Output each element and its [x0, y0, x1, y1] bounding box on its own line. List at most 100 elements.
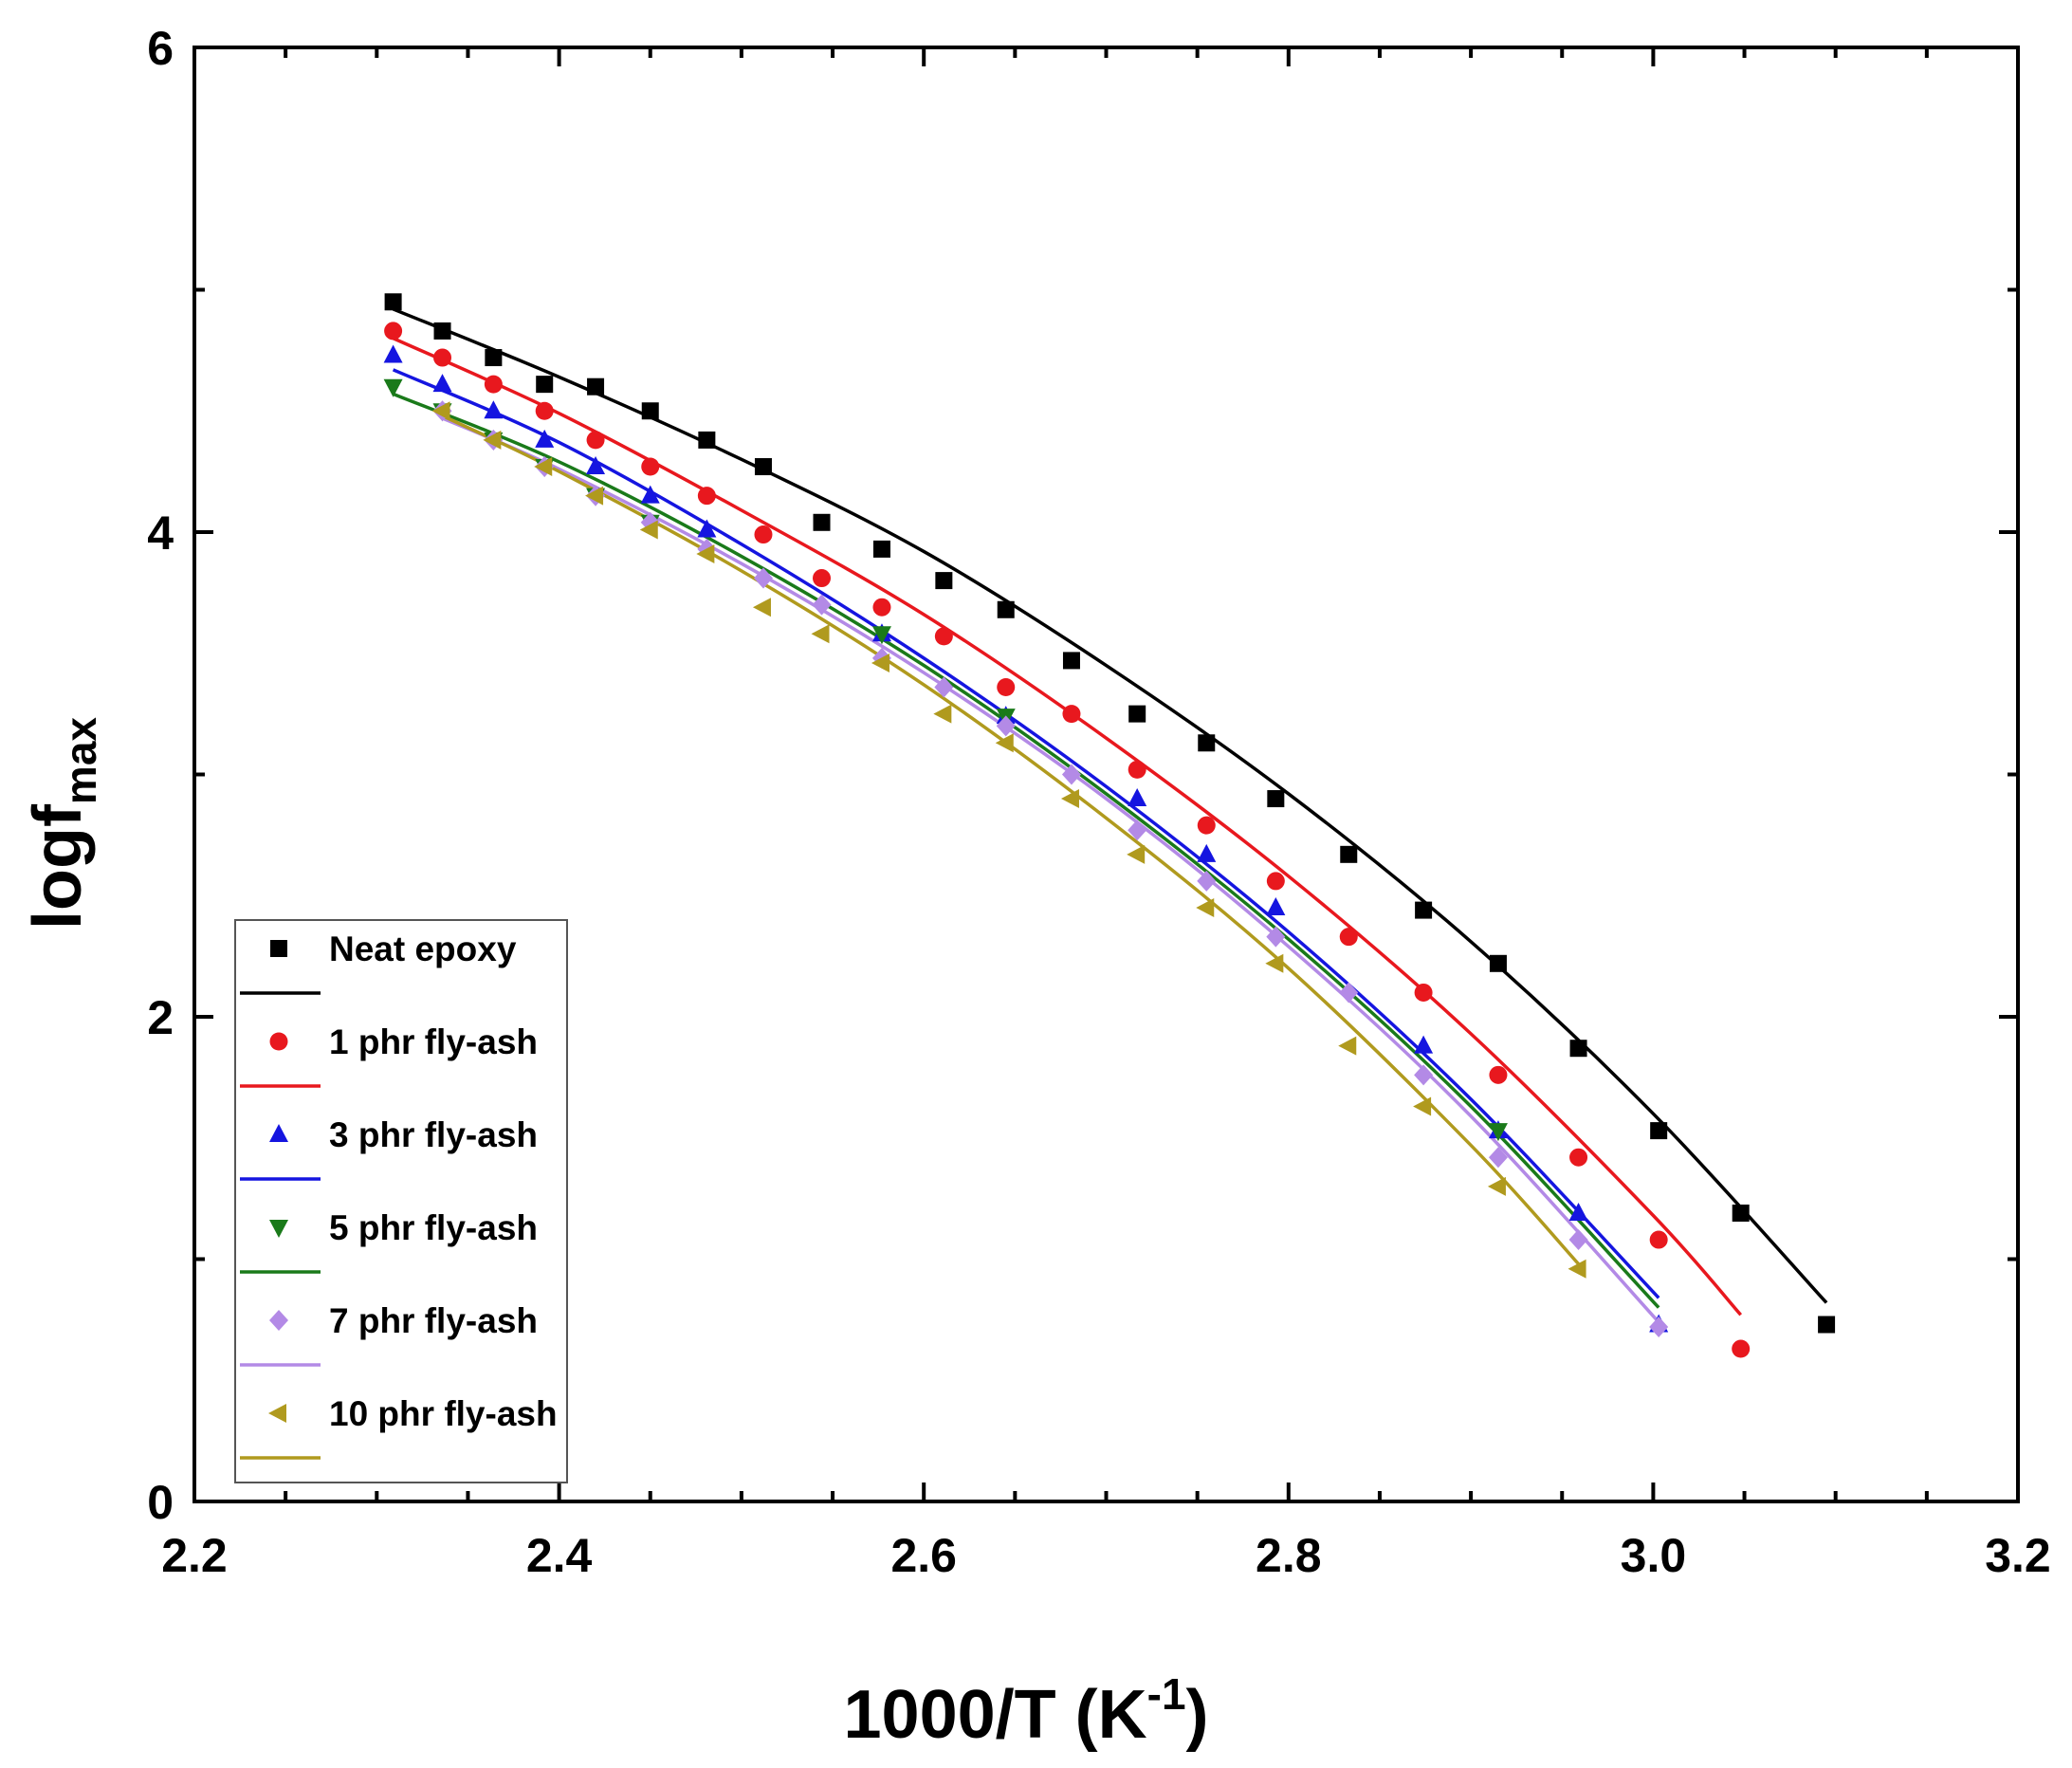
data-point-s5	[1196, 898, 1215, 918]
x-axis-title-close: )	[1186, 1677, 1209, 1753]
data-point-s2	[1414, 1035, 1434, 1054]
data-point-s2	[432, 374, 452, 393]
data-point-s4	[1414, 1064, 1434, 1086]
x-axis-title-main: 1000/T (K	[843, 1677, 1146, 1753]
data-point-s1	[1414, 983, 1433, 1002]
fit-line-3	[392, 392, 1660, 1309]
x-axis-ticks: 2.2 2.4 2.6 2.8 3.0 3.2	[161, 47, 2051, 1582]
data-point-s5	[431, 401, 450, 421]
data-point-s2	[1568, 1202, 1588, 1221]
data-point-s1	[1266, 872, 1285, 891]
fit-line-5	[441, 414, 1580, 1265]
data-point-s0	[1340, 845, 1358, 863]
y-tick-label: 6	[147, 22, 174, 75]
legend-marker-2	[269, 1124, 288, 1142]
data-point-s4	[812, 594, 832, 616]
legend-label-5: 10 phr fly-ash	[329, 1394, 558, 1433]
y-axis-title: logfmax	[20, 717, 105, 930]
data-point-s0	[1732, 1204, 1750, 1222]
data-point-s1	[1339, 928, 1358, 947]
legend-label-2: 3 phr fly-ash	[329, 1115, 538, 1154]
y-axis-ticks: 0 2 4 6	[147, 22, 2018, 1529]
data-point-s5	[534, 457, 553, 477]
data-point-s1	[997, 678, 1016, 697]
data-point-s0	[1818, 1316, 1836, 1334]
data-point-s5	[933, 704, 952, 724]
data-point-s2	[383, 344, 403, 363]
data-point-s0	[1128, 705, 1146, 723]
data-point-s1	[586, 431, 605, 450]
data-point-s5	[483, 430, 502, 450]
y-tick-label: 2	[147, 991, 174, 1044]
data-point-s4	[1061, 764, 1081, 785]
data-point-s1	[1197, 816, 1216, 835]
data-point-s1	[484, 375, 503, 394]
x-tick-label: 3.0	[1621, 1529, 1687, 1582]
data-point-s4	[1488, 1147, 1508, 1169]
data-point-s2	[484, 400, 504, 419]
data-point-s1	[384, 322, 403, 341]
data-point-s2	[697, 519, 717, 538]
data-point-s1	[697, 487, 716, 506]
x-tick-label: 2.8	[1256, 1529, 1322, 1582]
data-point-s4	[1339, 982, 1359, 1004]
data-point-s0	[1569, 1040, 1587, 1058]
data-point-s1	[1062, 705, 1081, 724]
data-point-s5	[639, 520, 658, 540]
data-point-s5	[1338, 1036, 1357, 1056]
data-point-s1	[1732, 1339, 1751, 1358]
data-point-s5	[1060, 789, 1079, 809]
data-point-s0	[698, 431, 716, 449]
fit-line-4	[441, 416, 1660, 1324]
data-point-s0	[433, 322, 451, 340]
data-point-s1	[535, 401, 554, 420]
data-point-s1	[641, 457, 660, 476]
fit-line-2	[392, 368, 1660, 1299]
x-tick-label: 3.2	[1985, 1529, 2051, 1582]
data-point-s0	[1062, 652, 1080, 670]
data-point-s5	[752, 598, 771, 617]
x-axis-title-sup: -1	[1147, 1669, 1186, 1719]
data-point-s5	[585, 486, 604, 506]
data-point-s0	[997, 600, 1015, 618]
x-tick-label: 2.4	[526, 1529, 593, 1582]
data-point-s2	[1266, 897, 1286, 916]
legend-label-0: Neat epoxy	[329, 930, 517, 968]
data-point-s1	[872, 598, 891, 617]
data-point-s2	[1128, 788, 1147, 807]
x-tick-label: 2.6	[890, 1529, 957, 1582]
data-point-s3	[1488, 1123, 1508, 1142]
legend-marker-0	[270, 940, 287, 957]
data-point-s2	[1197, 843, 1217, 862]
legend-label-4: 7 phr fly-ash	[329, 1301, 538, 1340]
data-point-s4	[996, 715, 1016, 737]
y-tick-label: 4	[147, 506, 174, 560]
data-point-s1	[1569, 1148, 1588, 1167]
data-point-s0	[485, 349, 503, 367]
data-point-s4	[1266, 926, 1286, 948]
y-axis-title-sub: max	[56, 717, 105, 804]
data-point-s0	[1650, 1122, 1668, 1140]
data-point-s0	[872, 540, 890, 558]
legend-marker-3	[269, 1220, 288, 1238]
data-point-s4	[753, 567, 773, 589]
data-point-s1	[1128, 760, 1146, 779]
data-point-s5	[1487, 1176, 1506, 1196]
data-point-s1	[1489, 1065, 1508, 1084]
data-point-s0	[813, 513, 831, 531]
fit-line-1	[392, 337, 1743, 1317]
data-point-s4	[934, 676, 954, 698]
data-point-s0	[641, 402, 659, 420]
x-axis-title: 1000/T (K-1)	[843, 1669, 1208, 1753]
data-point-s4	[1649, 1317, 1669, 1338]
data-markers	[383, 293, 1836, 1358]
data-point-s0	[384, 293, 402, 311]
data-point-s5	[811, 624, 830, 644]
legend-marker-5	[268, 1404, 286, 1423]
data-point-s1	[813, 569, 832, 588]
legend: Neat epoxy 1 phr fly-ash 3 phr fly-ash 5 ph…	[234, 919, 568, 1483]
legend-label-3: 5 phr fly-ash	[329, 1208, 538, 1247]
data-point-s4	[1197, 870, 1217, 892]
data-point-s4	[1128, 820, 1147, 841]
